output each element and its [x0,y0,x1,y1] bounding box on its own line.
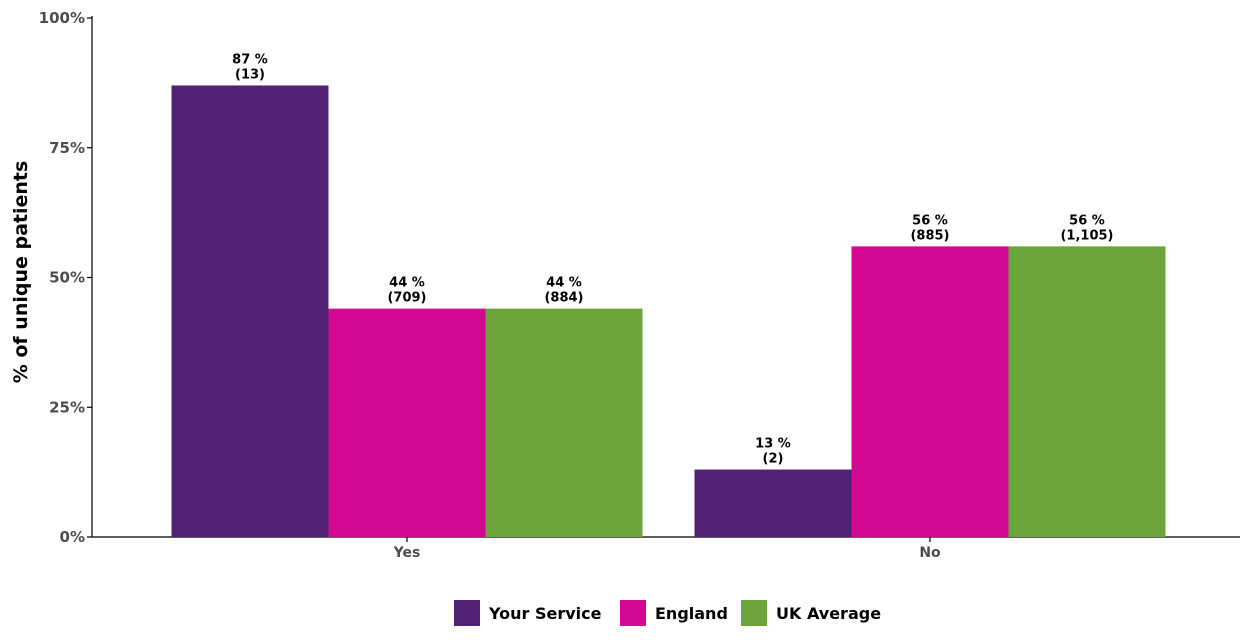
bar-value-label: 13 % [755,437,791,452]
legend-label: Your Service [488,604,602,623]
bar-value-label: 56 % [912,213,948,228]
bar-count-label: (2) [763,452,784,467]
bar-value-label: 56 % [1069,213,1105,228]
legend-swatch [620,600,646,626]
bar [851,246,1009,538]
x-tick-label: No [919,545,941,561]
bar-count-label: (884) [544,291,583,306]
y-tick-label: 25% [49,398,85,416]
bar-count-label: (709) [387,291,426,306]
bar-value-label: 87 % [232,52,268,67]
bar-value-label: 44 % [389,276,425,291]
bar [171,85,329,537]
bar-value-label: 44 % [546,276,582,291]
bar [328,308,486,537]
bar [694,469,852,537]
legend-label: England [655,604,728,623]
legend-swatch [741,600,767,626]
y-tick-label: 50% [49,269,85,287]
bar-count-label: (1,105) [1060,228,1113,243]
y-tick-label: 0% [60,528,85,546]
bar [1008,246,1166,538]
bar [485,308,643,537]
bar-count-label: (885) [910,228,949,243]
x-tick-label: Yes [393,545,421,561]
y-axis-label: % of unique patients [10,161,32,384]
legend-label: UK Average [776,604,881,623]
y-tick-label: 100% [39,9,85,27]
legend-swatch [454,600,480,626]
y-tick-label: 75% [49,139,85,157]
bar-count-label: (13) [235,67,265,82]
